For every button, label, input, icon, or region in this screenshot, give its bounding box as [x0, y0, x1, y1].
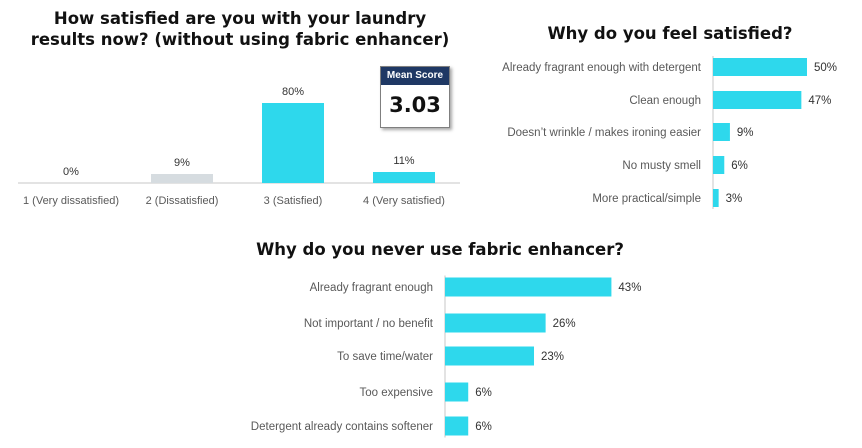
chart3-value-label: 6% — [475, 387, 492, 399]
chart1-value-label: 80% — [282, 86, 304, 98]
chart2-bar — [713, 123, 730, 141]
chart3-bar — [445, 416, 469, 436]
chart3-bar — [445, 382, 469, 402]
chart3-category-label: Already fragrant enough — [310, 282, 433, 294]
chart2-category-label: More practical/simple — [592, 193, 701, 205]
chart2-category-label: Clean enough — [629, 95, 701, 107]
chart1-category-label: 4 (Very satisfied) — [363, 195, 445, 207]
chart1-value-label: 11% — [393, 155, 414, 167]
chart2-bar — [713, 91, 802, 109]
chart2-value-label: 9% — [737, 127, 754, 139]
mean-score-value: 3.03 — [389, 93, 441, 117]
chart2-title: Why do you feel satisfied? — [547, 24, 793, 43]
mean-score-label: Mean Score — [381, 67, 449, 85]
chart2-category-label: Already fragrant enough with detergent — [502, 62, 702, 74]
chart2-bar — [713, 58, 807, 76]
chart1-bar — [262, 103, 324, 183]
chart1-bar — [151, 174, 213, 183]
chart3-bar — [445, 313, 546, 333]
chart3-category-label: Detergent already contains softener — [251, 421, 433, 433]
chart1-category-label: 1 (Very dissatisfied) — [23, 195, 119, 207]
chart3-category-label: Too expensive — [359, 387, 433, 399]
chart1-category-label: 2 (Dissatisfied) — [146, 195, 219, 207]
chart2-category-label: Doesn’t wrinkle / makes ironing easier — [507, 127, 701, 139]
chart2-value-label: 6% — [731, 160, 748, 172]
chart2-value-label: 50% — [814, 62, 837, 74]
chart3-bar — [445, 346, 535, 366]
chart1-value-label: 9% — [174, 157, 190, 169]
chart1-value-label: 0% — [63, 166, 79, 178]
mean-score-box: Mean Score 3.03 — [380, 66, 450, 128]
chart2-category-label: No musty smell — [622, 160, 701, 172]
chart3-category-label: To save time/water — [337, 351, 433, 363]
chart3-value-label: 23% — [541, 351, 564, 363]
chart1-category-label: 3 (Satisfied) — [264, 195, 323, 207]
chart1-title: How satisfied are you with your laundry … — [30, 9, 450, 49]
chart3-title: Why do you never use fabric enhancer? — [256, 240, 624, 259]
chart3-value-label: 43% — [618, 282, 641, 294]
chart2-value-label: 47% — [808, 95, 831, 107]
chart3-bar — [445, 277, 612, 297]
chart2-value-label: 3% — [726, 193, 743, 205]
chart2-bar — [713, 156, 725, 174]
chart3-value-label: 26% — [553, 318, 576, 330]
chart1-bar — [373, 172, 435, 183]
chart2-bar — [713, 189, 719, 207]
chart3-value-label: 6% — [475, 421, 492, 433]
chart3-category-label: Not important / no benefit — [304, 318, 434, 330]
